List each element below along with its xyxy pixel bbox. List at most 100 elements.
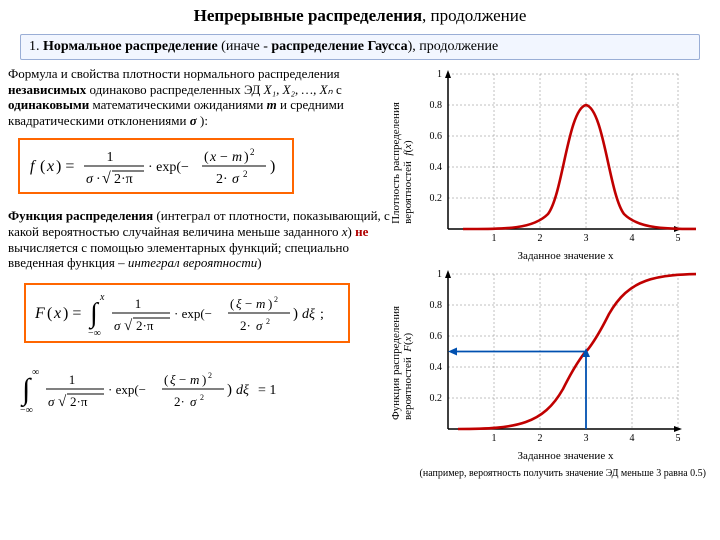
section-bold2: распределение Гаусса	[271, 39, 407, 54]
svg-text:x: x	[209, 150, 217, 165]
svg-text:σ: σ	[190, 394, 197, 409]
svg-text:m: m	[190, 372, 199, 387]
chart1-xlabel: Заданное значение x	[518, 250, 614, 262]
svg-text:σ: σ	[232, 172, 240, 187]
svg-text:2: 2	[266, 317, 270, 326]
paragraph-2: Функция распределения (интеграл от плотн…	[8, 208, 398, 270]
page-title: Непрерывные распределения, продолжение	[0, 0, 720, 26]
svg-text:4: 4	[630, 433, 635, 444]
svg-text:σ: σ	[48, 394, 55, 409]
p2-b1: Функция распределения	[8, 208, 153, 223]
svg-text:2: 2	[243, 169, 248, 179]
svg-text:dξ: dξ	[236, 383, 249, 398]
svg-text:2: 2	[274, 295, 278, 304]
p1-t6: ):	[197, 113, 208, 128]
svg-text:∫: ∫	[20, 373, 32, 408]
svg-text:dξ: dξ	[302, 307, 315, 322]
svg-text:0.2: 0.2	[430, 193, 443, 204]
svg-text:m: m	[232, 150, 242, 165]
left-column: Формула и свойства плотности нормального…	[8, 66, 406, 479]
svg-text:σ: σ	[86, 172, 94, 187]
svg-text:2: 2	[538, 433, 543, 444]
svg-text:2: 2	[200, 393, 204, 402]
svg-text:2·π: 2·π	[136, 318, 154, 333]
p1-b2: одинаковыми	[8, 97, 89, 112]
svg-text:−: −	[179, 372, 186, 387]
svg-text:3: 3	[584, 433, 589, 444]
p1-t2: одинаково распределенных ЭД	[86, 82, 263, 97]
svg-text:−: −	[220, 150, 228, 165]
svg-text:4: 4	[630, 233, 635, 244]
p2-t2: )	[348, 224, 356, 239]
p2-red: не	[355, 224, 368, 239]
svg-text:√: √	[58, 394, 67, 410]
content: Формула и свойства плотности нормального…	[0, 66, 720, 479]
svg-text:0.4: 0.4	[430, 362, 443, 373]
svg-text:(: (	[40, 158, 45, 175]
svg-text:1: 1	[437, 69, 442, 80]
p1-m: m	[267, 97, 277, 112]
p1-sigma: σ	[190, 113, 197, 128]
svg-text:· exp(−: · exp(−	[174, 306, 212, 321]
formula-cdf: F ( x ) = ∫ x −∞ 1 σ √ 2·π · exp(− (	[14, 277, 398, 357]
svg-text:) =: ) =	[56, 158, 74, 175]
section-bold: Нормальное распределение	[43, 39, 218, 54]
svg-text:1: 1	[492, 233, 497, 244]
svg-text:ξ: ξ	[170, 372, 176, 387]
svg-text:x: x	[46, 158, 54, 175]
svg-text:): )	[293, 306, 298, 322]
p1-b1: независимых	[8, 82, 86, 97]
svg-text:5: 5	[676, 233, 681, 244]
svg-text:3: 3	[584, 233, 589, 244]
svg-text:ξ: ξ	[236, 296, 242, 311]
svg-text:√: √	[124, 318, 133, 334]
svg-text:1: 1	[437, 269, 442, 280]
svg-text:): )	[270, 158, 275, 175]
p1-vars: X₁, X₂, …, Xₙ	[264, 82, 333, 97]
p1-t1: Формула и свойства плотности нормального…	[8, 66, 340, 81]
svg-text:σ: σ	[114, 318, 121, 333]
svg-text:F: F	[34, 305, 45, 322]
chart-pdf: Плотность распределениявероятностей f(x)	[406, 66, 696, 260]
svg-text:0.6: 0.6	[430, 331, 443, 342]
svg-text:1: 1	[69, 372, 76, 387]
p1-t3: с	[333, 82, 342, 97]
svg-text:(: (	[164, 372, 168, 387]
svg-text:;: ;	[320, 307, 324, 322]
svg-text:x: x	[99, 292, 105, 303]
svg-text:√: √	[102, 170, 111, 187]
svg-text:1: 1	[135, 296, 142, 311]
section-rest: ), продолжение	[408, 39, 499, 54]
section-num: 1.	[29, 39, 40, 54]
p2-t4: )	[257, 255, 261, 270]
svg-text:f: f	[30, 158, 37, 175]
svg-text:5: 5	[676, 433, 681, 444]
svg-text:2·: 2·	[216, 172, 228, 187]
svg-text:0.2: 0.2	[430, 393, 443, 404]
paragraph-1: Формула и свойства плотности нормального…	[8, 66, 398, 128]
svg-text:= 1: = 1	[258, 383, 276, 398]
svg-text:−∞: −∞	[88, 328, 101, 338]
svg-text:0.8: 0.8	[430, 100, 443, 111]
chart1-ylabel: Плотность распределениявероятностей f(x)	[390, 102, 414, 224]
svg-text:m: m	[256, 296, 265, 311]
svg-text:· exp(−: · exp(−	[108, 382, 146, 397]
svg-text:σ: σ	[256, 318, 263, 333]
p2-i1: интеграл вероятности	[128, 255, 257, 270]
right-column: Плотность распределениявероятностей f(x)	[406, 66, 712, 479]
title-bold: Непрерывные распределения	[194, 6, 422, 25]
svg-text:2·π: 2·π	[114, 172, 133, 187]
section-mid: (иначе -	[218, 39, 272, 54]
svg-text:·: ·	[96, 172, 101, 187]
chart-cdf: Функция распределениявероятностей F(x)	[406, 266, 696, 460]
chart1-svg: 1 0.8 0.6 0.4 0.2 1 2 3 4 5	[406, 66, 696, 260]
svg-text:) =: ) =	[63, 305, 81, 322]
svg-text:(: (	[47, 305, 52, 322]
svg-text:2·: 2·	[174, 394, 185, 409]
formula-norm: ∫ ∞ −∞ 1 σ √ 2·π · exp(− ( ξ − m ) 2 2· …	[14, 363, 398, 419]
svg-text:2: 2	[250, 147, 255, 157]
svg-text:∫: ∫	[88, 298, 100, 330]
svg-text:0.4: 0.4	[430, 162, 443, 173]
p1-t4: математическими ожиданиями	[89, 97, 266, 112]
svg-text:2·π: 2·π	[70, 394, 88, 409]
